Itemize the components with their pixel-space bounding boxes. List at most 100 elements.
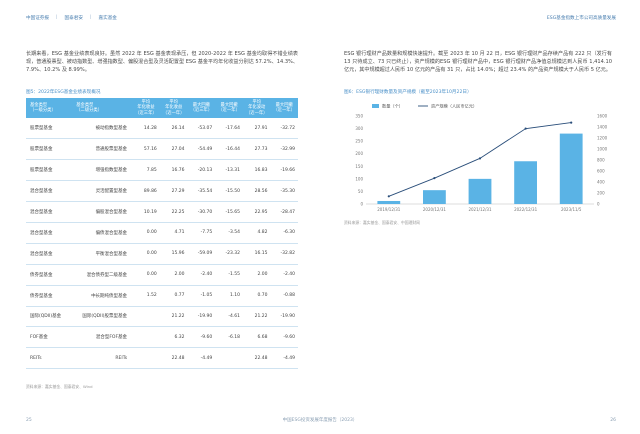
table-header-cell: 最大回撤 （近一年） bbox=[270, 98, 298, 118]
line-point bbox=[387, 195, 390, 198]
legend-line-label: 资产规模（人民币亿元） bbox=[431, 103, 477, 110]
table-cell: -19.66 bbox=[270, 159, 298, 182]
table-cell bbox=[132, 347, 160, 370]
x-tick-label: 2020/12/31 bbox=[423, 207, 447, 212]
x-tick-label: 2023/11/5 bbox=[561, 207, 582, 212]
table-cell: 1.52 bbox=[132, 285, 160, 307]
y-tick-label-right: 1400 bbox=[597, 125, 608, 130]
header-item: 国泰君安 bbox=[64, 16, 83, 21]
table-cell: REITs bbox=[26, 347, 73, 370]
chart-source: 资料来源：嘉实基金、国泰君安、中国理财网 bbox=[344, 220, 420, 225]
bar bbox=[423, 190, 446, 204]
table-cell: -4.49 bbox=[270, 347, 298, 370]
table-cell: 0.00 bbox=[132, 264, 160, 286]
table-row: 混合型基金 平衡混合型基金 0.00 15.96 -59.09 -23.32 16.15 -3… bbox=[26, 243, 298, 265]
left-paragraph: 长期来看，ESG 基金业绩表现良好。虽然 2022 年 ESG 基金表现承压，但… bbox=[26, 51, 298, 74]
table-cell: -15.50 bbox=[215, 180, 243, 203]
table-header-cell: 最大回撤 （近三年） bbox=[187, 98, 216, 118]
line-point bbox=[524, 127, 527, 130]
table-row: 债券型基金 中长期纯债型基金 1.52 0.77 -1.05 1.10 0.70 -0.88 bbox=[26, 285, 298, 307]
y-tick-label-left: 0 bbox=[360, 202, 363, 207]
table-cell: 普通股票型基金 bbox=[72, 138, 133, 161]
table-cell: -19.90 bbox=[187, 306, 216, 328]
table-cell: -16.44 bbox=[215, 138, 243, 161]
header-item: 嘉实基金 bbox=[98, 16, 117, 21]
table-cell: -1.05 bbox=[187, 285, 216, 307]
table-cell: -35.54 bbox=[187, 180, 216, 203]
y-tick-label-right: 1600 bbox=[597, 114, 608, 119]
table-cell: -6.30 bbox=[270, 222, 298, 244]
table-cell: 股票型基金 bbox=[26, 138, 73, 161]
table-cell: -20.13 bbox=[187, 159, 216, 182]
x-tick-label: 2021/12/31 bbox=[468, 207, 492, 212]
table-row: 混合型基金 偏债混合型基金 0.00 4.71 -7.75 -3.54 4.82 -6.30 bbox=[26, 222, 298, 244]
table-cell: -32.82 bbox=[270, 243, 298, 265]
table-cell: 灵活配置型基金 bbox=[72, 180, 133, 203]
table-cell: -4.61 bbox=[215, 306, 243, 328]
bar bbox=[377, 200, 401, 204]
table-cell: -9.60 bbox=[270, 326, 298, 349]
x-tick-label: 2022/12/31 bbox=[514, 207, 538, 212]
table-cell: -19.90 bbox=[270, 306, 298, 328]
legend-bar-swatch bbox=[372, 104, 379, 108]
fund-performance-table: 基金类型 （一级分类） 基金类型 （二级分类） 平均 年化收益 （近三年） 平均 年化… bbox=[26, 98, 298, 370]
bank-wealth-chart: 0 50 100 150 200 250 300 350 0 200 400 600 800 1000 12… bbox=[344, 100, 616, 216]
table-cell: FOF基金 bbox=[26, 326, 73, 349]
table-header-cell: 平均 年化波动 （近一年） bbox=[243, 98, 271, 118]
table-cell: 26.14 bbox=[159, 118, 188, 140]
table-cell: 混合型基金 bbox=[26, 180, 73, 203]
table-cell: 增强指数型基金 bbox=[72, 159, 133, 182]
table-cell: -9.60 bbox=[187, 326, 216, 349]
table-cell: -1.55 bbox=[215, 264, 243, 286]
table-cell: 混合债券型二级基金 bbox=[72, 264, 133, 286]
bar bbox=[468, 178, 492, 204]
table-cell: 0.70 bbox=[243, 285, 271, 307]
table-cell: 22.25 bbox=[159, 201, 188, 223]
bar bbox=[559, 133, 583, 204]
table-cell: 混合型FOF基金 bbox=[72, 326, 133, 349]
table-cell: 14.28 bbox=[132, 118, 160, 140]
table-source: 资料来源：嘉实基金、国泰君安、Wind bbox=[26, 384, 93, 389]
y-tick-label-left: 300 bbox=[355, 126, 363, 131]
table-header-cell: 基金类型 （一级分类） bbox=[26, 98, 73, 118]
line-point bbox=[570, 121, 573, 124]
table-cell: 21.22 bbox=[159, 306, 188, 328]
table-row: 混合型基金 偏股混合型基金 10.19 22.25 -30.70 -15.65 22.95-… bbox=[26, 201, 298, 223]
table-cell: 7.85 bbox=[132, 159, 160, 182]
y-tick-label-right: 200 bbox=[597, 191, 605, 196]
table-cell: 0.77 bbox=[159, 285, 188, 307]
line-point bbox=[433, 177, 436, 180]
table-header-cell: 基金类型 （二级分类） bbox=[72, 98, 133, 118]
table-cell: 股票型基金 bbox=[26, 159, 73, 182]
table-cell: 57.16 bbox=[132, 138, 160, 161]
page-number-left: 25 bbox=[26, 418, 32, 423]
table-cell: 27.29 bbox=[159, 180, 188, 203]
table-cell: 22.95 bbox=[243, 201, 271, 223]
table-row: 股票型基金 普通股票型基金 57.16 27.04 -54.49 -16.44 27.73-… bbox=[26, 138, 298, 161]
table-cell: 16.15 bbox=[243, 243, 271, 265]
table-cell: -2.40 bbox=[187, 264, 216, 286]
table-cell: 16.83 bbox=[243, 159, 271, 182]
y-tick-label-left: 350 bbox=[355, 114, 363, 119]
header-title: ESG基金指数上市公司高质量发展 bbox=[546, 16, 616, 21]
y-tick-label-right: 1200 bbox=[597, 136, 608, 141]
table-cell: -30.70 bbox=[187, 201, 216, 223]
table-cell: 偏股混合型基金 bbox=[72, 201, 133, 223]
table-cell: -3.54 bbox=[215, 222, 243, 244]
table-body: 股票型基金 被动指数型基金 14.28 26.14 -53.07 -17.64 27.91-… bbox=[26, 118, 298, 370]
y-tick-label-right: 1000 bbox=[597, 147, 608, 152]
y-tick-label-left: 150 bbox=[355, 164, 363, 169]
y-tick-label-left: 250 bbox=[355, 139, 363, 144]
table-cell: -4.49 bbox=[187, 347, 216, 370]
table-cell: -2.40 bbox=[270, 264, 298, 286]
chart-caption: 图6：ESG银行理财数量及资产规模（截至2023年10月22日） bbox=[344, 90, 472, 95]
table-cell: 22.48 bbox=[243, 347, 271, 370]
right-paragraph: ESG 银行理财产品数量和规模快速提升。截至 2023 年 10 月 22 日，… bbox=[344, 51, 612, 74]
table-row: 股票型基金 增强指数型基金 7.85 16.76 -20.13 -13.31 16.83 -1… bbox=[26, 159, 298, 182]
table-cell: 国际(QDII)股票型基金 bbox=[72, 306, 133, 328]
table-cell: 中长期纯债型基金 bbox=[72, 285, 133, 307]
table-cell: 21.22 bbox=[243, 306, 271, 328]
table-cell: 15.96 bbox=[159, 243, 188, 265]
table-cell: -17.64 bbox=[215, 118, 243, 140]
table-row: 国际(QDII)基金 国际(QDII)股票型基金 21.22 -19.90 -4.61 2… bbox=[26, 306, 298, 328]
